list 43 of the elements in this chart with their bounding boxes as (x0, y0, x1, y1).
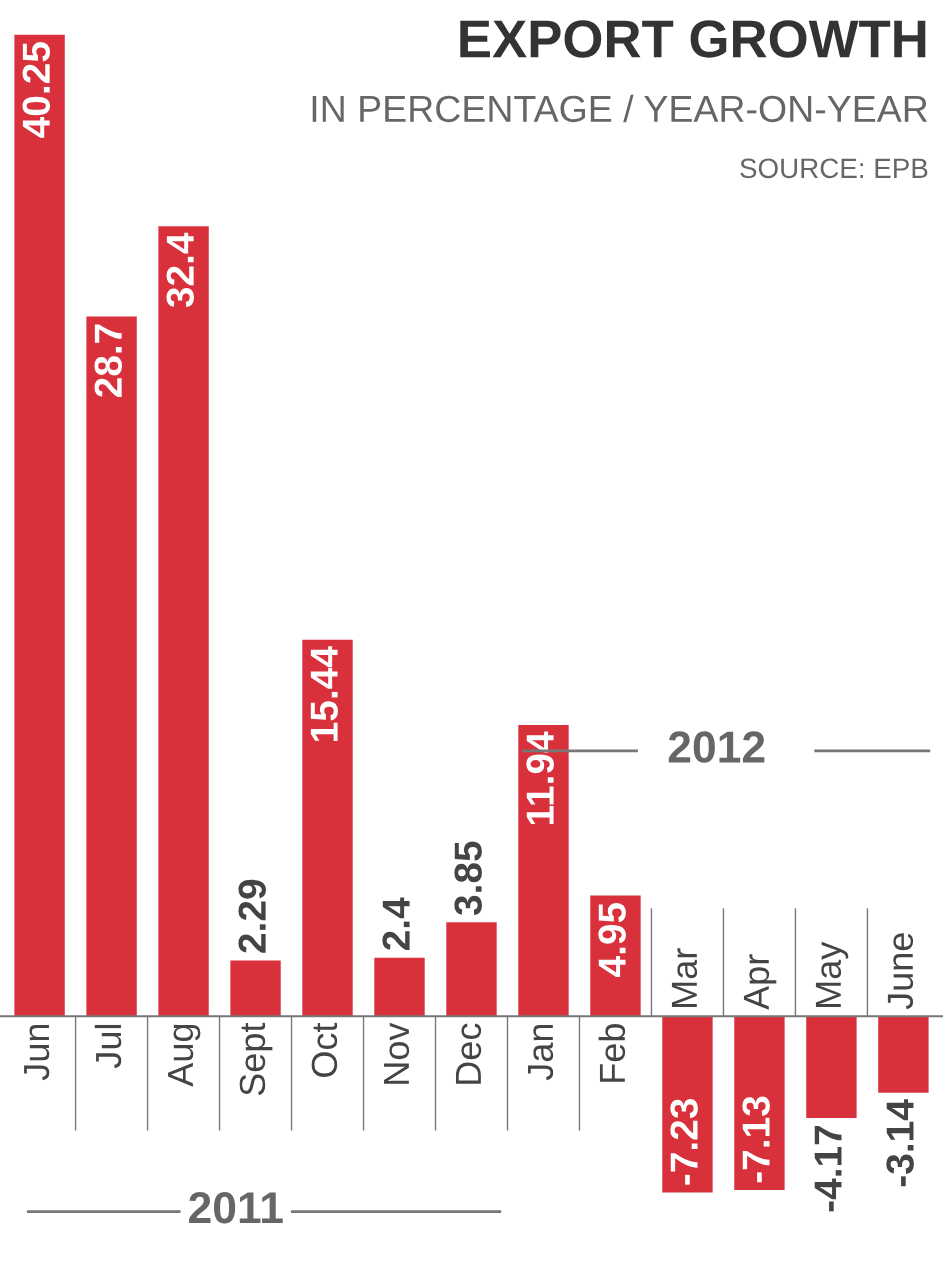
bar (878, 1016, 929, 1093)
x-tick-label: Mar (671, 948, 698, 1007)
data-label: 32.4 (166, 232, 195, 308)
x-tick-label: Apr (743, 954, 777, 1010)
data-label: 3.85 (454, 841, 482, 916)
x-tick-label: May (815, 941, 849, 1007)
x-tick-label: Feb (598, 1024, 626, 1082)
x-tick-label: Sept (239, 1022, 273, 1096)
data-label: -3.14 (886, 1099, 914, 1187)
bar (662, 1016, 713, 1193)
bar (158, 226, 209, 1017)
bar (446, 922, 497, 1017)
x-tick-label: Nov (384, 1022, 410, 1084)
bar (86, 316, 137, 1017)
chart-title: EXPORT GROWTH (460, 20, 926, 58)
data-label: -4.17 (814, 1125, 842, 1212)
bar (806, 1016, 857, 1118)
bar (14, 34, 65, 1017)
x-tick-label: Oct (311, 1022, 338, 1077)
bar (374, 957, 425, 1017)
annotation: 2011 (189, 1191, 283, 1224)
data-label: -7.23 (670, 1098, 698, 1185)
x-tick-label: Dec (455, 1023, 482, 1084)
x-tick-label: Jan (527, 1024, 554, 1081)
x-tick-label: Jun (24, 1024, 50, 1081)
data-label: 2.4 (382, 897, 410, 951)
x-tick-label: June (887, 933, 914, 1010)
x-tick-label: Aug (168, 1024, 201, 1087)
annotation: SOURCE: EPB (740, 158, 928, 179)
bar (230, 960, 281, 1017)
data-label: 28.7 (94, 324, 123, 398)
data-label: 4.95 (598, 902, 626, 977)
x-tick-label: Jul (94, 1024, 122, 1069)
data-label: 11.94 (526, 731, 554, 825)
data-label: -7.13 (742, 1096, 770, 1183)
bar (734, 1016, 785, 1191)
data-label: 40.25 (22, 42, 51, 138)
data-label: 15.44 (310, 646, 338, 741)
bar (302, 639, 353, 1017)
text: IN PERCENTAGE / YEAR-ON-YEAR (312, 94, 928, 123)
bar (518, 725, 569, 1017)
data-label: 2.29 (238, 879, 266, 953)
annotation: 2012 (668, 731, 765, 763)
